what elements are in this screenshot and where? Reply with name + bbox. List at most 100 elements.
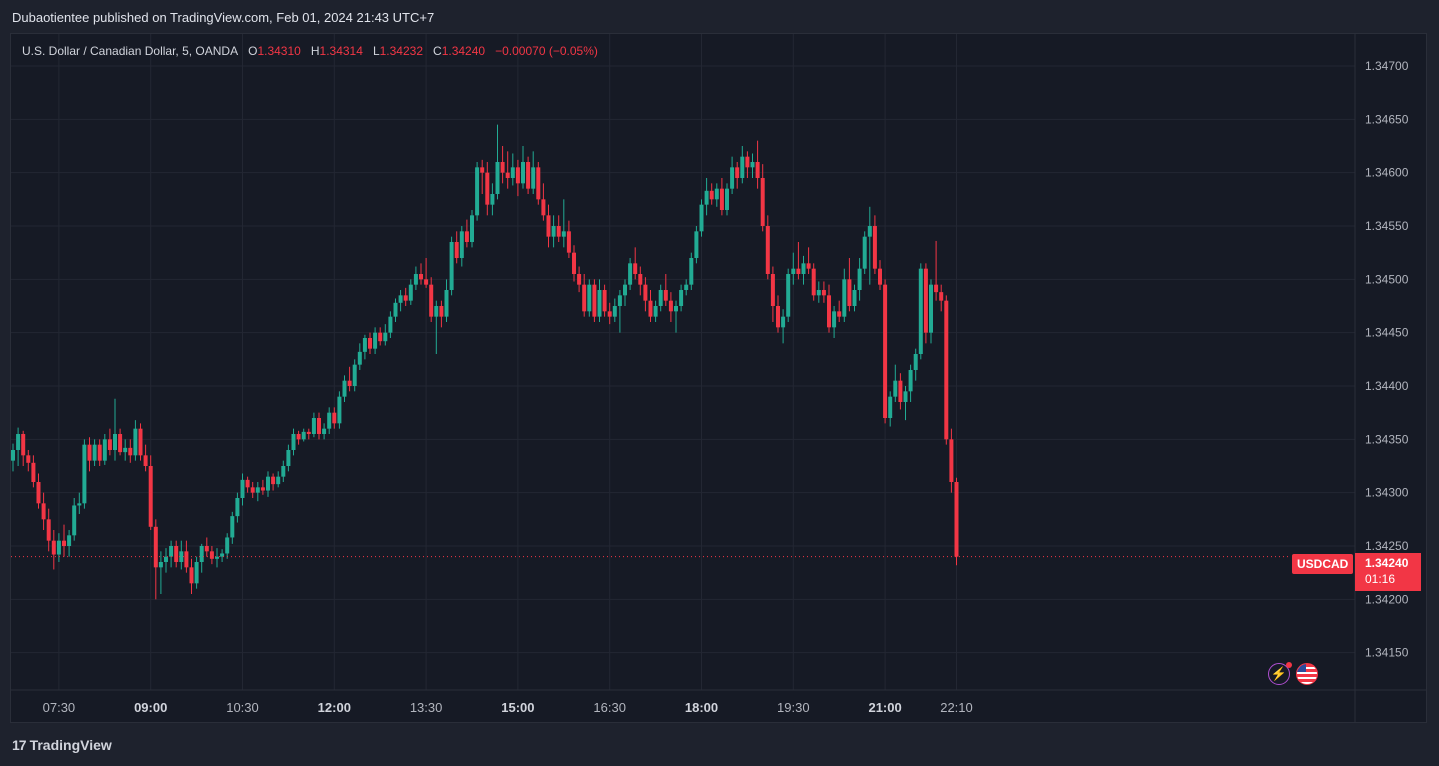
candle (566, 220, 571, 258)
candle (204, 537, 209, 557)
candle (827, 284, 831, 333)
candle (490, 183, 495, 216)
candle (684, 279, 689, 296)
candle-body (41, 503, 46, 520)
change-value: −0.00070 (−0.05%) (495, 44, 598, 58)
candle (510, 153, 515, 186)
candle-body (429, 284, 434, 317)
candle-body (857, 268, 862, 290)
candle (368, 332, 372, 354)
candle-body (653, 306, 658, 317)
candle (929, 279, 933, 344)
candle (500, 146, 505, 184)
candle (123, 439, 128, 461)
candle-body (454, 242, 459, 258)
candle-body (403, 295, 408, 301)
candle-body (827, 295, 831, 328)
candle (209, 546, 214, 565)
candle-body (755, 162, 760, 178)
candle (745, 151, 750, 178)
candle (199, 543, 204, 573)
candle-body (123, 447, 128, 453)
candle-body (735, 167, 740, 178)
candle-body (694, 231, 699, 258)
candle (867, 206, 872, 285)
candle-body (235, 498, 240, 517)
candle (383, 324, 388, 346)
candle-body (893, 380, 898, 397)
candle (699, 199, 704, 237)
candle (286, 444, 291, 472)
candle (633, 247, 638, 280)
candle-body (419, 274, 423, 280)
candle-body (944, 300, 949, 440)
candle (454, 231, 459, 264)
candle-body (291, 434, 296, 450)
candle-body (786, 274, 791, 317)
candle-body (164, 556, 168, 562)
candle (148, 455, 153, 530)
candle-body (796, 268, 801, 274)
candle-body (556, 226, 561, 237)
candle-body (617, 295, 622, 306)
candle-body (638, 274, 643, 285)
candle (602, 284, 607, 317)
candle-body (934, 284, 939, 293)
candle (439, 300, 444, 328)
candle-body (26, 455, 31, 463)
candle (235, 492, 240, 523)
candle-body (939, 292, 944, 301)
price-tick-label: 1.34300 (1365, 486, 1409, 500)
candle-body (56, 540, 61, 555)
candle-body (816, 290, 821, 296)
candle-body (602, 290, 607, 312)
time-tick-label: 09:00 (134, 700, 167, 715)
candle (373, 327, 378, 354)
candle-body (806, 263, 811, 269)
candle (719, 178, 724, 216)
candle (561, 199, 566, 248)
candle-body (342, 380, 347, 397)
candle (240, 473, 245, 506)
candle (816, 281, 821, 303)
tradingview-logo[interactable]: 17 TradingView (12, 737, 112, 753)
candle-body (878, 268, 882, 285)
candle-body (536, 167, 541, 200)
candle (230, 511, 235, 544)
candle-body (184, 551, 189, 568)
candle-body (684, 284, 689, 290)
candle-body (531, 167, 536, 189)
candle-body (903, 391, 908, 402)
chart-frame[interactable] (10, 33, 1427, 723)
candle (638, 266, 643, 296)
candle-body (286, 450, 291, 466)
candle (97, 439, 102, 466)
candle (704, 178, 709, 216)
lightning-icon[interactable]: ⚡ (1268, 663, 1290, 685)
candle (893, 364, 898, 402)
candle-body (832, 311, 837, 328)
candle (107, 428, 112, 456)
candle (169, 540, 174, 568)
candle-body (668, 300, 673, 312)
price-tick-label: 1.34600 (1365, 166, 1409, 180)
candle (480, 159, 485, 194)
candle-body (169, 546, 174, 557)
candle (668, 292, 673, 322)
candle-body (311, 418, 316, 434)
candle-body (760, 178, 765, 226)
us-flag-icon[interactable] (1296, 663, 1318, 685)
candle (332, 407, 337, 429)
candle-body (607, 311, 612, 317)
candle-body (485, 172, 490, 205)
candle-body (296, 434, 301, 440)
candle (138, 423, 143, 461)
candle-body (393, 302, 398, 317)
time-tick-label: 22:10 (940, 700, 973, 715)
candle (521, 146, 525, 189)
candle (923, 263, 928, 344)
candle (378, 327, 383, 346)
candle-body (852, 290, 857, 306)
candle (765, 215, 770, 280)
